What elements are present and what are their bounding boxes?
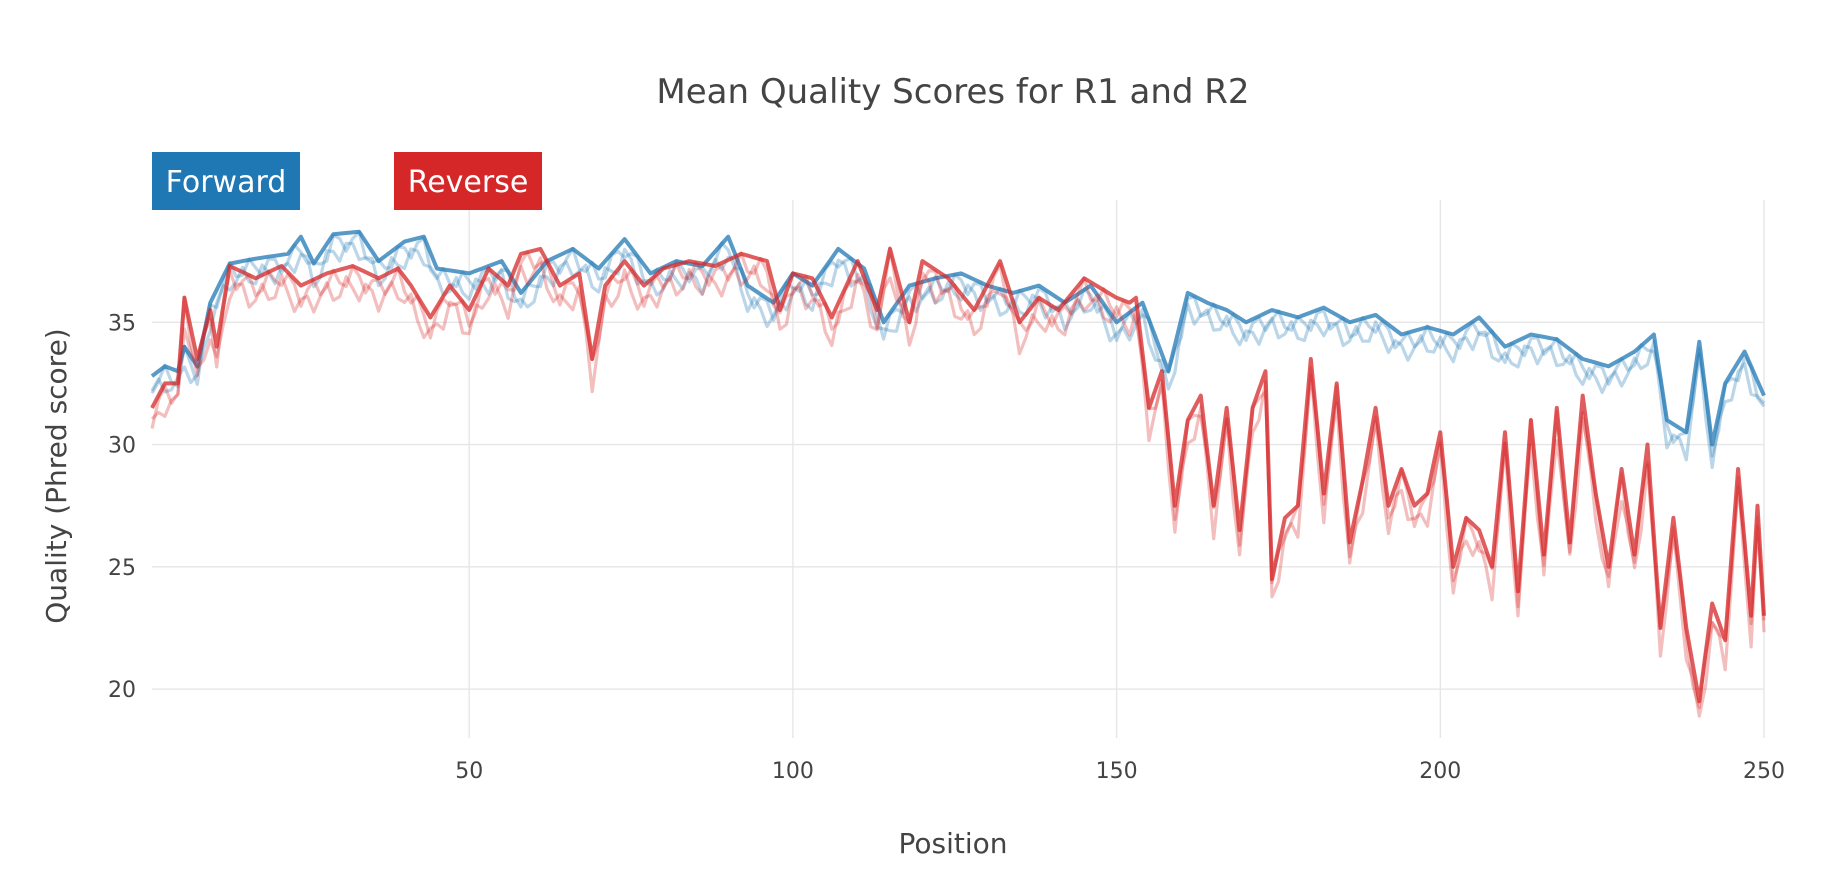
legend-item-reverse[interactable]: Reverse [394, 152, 542, 210]
x-tick-label-250: 250 [1743, 759, 1785, 784]
reverse-trace-2 [150, 256, 1766, 718]
chart-title: Mean Quality Scores for R1 and R2 [656, 72, 1249, 112]
reverse-trace-0 [150, 246, 1766, 704]
forward-trace-1 [150, 230, 1766, 458]
chart-traces [150, 229, 1766, 718]
x-axis-label: Position [898, 827, 1007, 860]
y-tick-label-30: 30 [108, 434, 136, 459]
x-tick-label-150: 150 [1096, 759, 1138, 784]
y-axis-label: Quality (Phred score) [40, 328, 73, 623]
legend-reverse-label: Reverse [408, 165, 529, 200]
forward-trace-0 [150, 229, 1766, 447]
legend-forward-swatch [152, 152, 300, 210]
legend-item-forward[interactable]: Forward [152, 152, 300, 210]
chart-grid [152, 200, 1765, 738]
x-tick-label-100: 100 [772, 759, 814, 784]
y-axis-ticks: 20 25 30 35 [108, 311, 136, 703]
legend-reverse-swatch [394, 152, 542, 210]
legend-forward-label: Forward [166, 165, 287, 200]
x-tick-label-50: 50 [455, 759, 483, 784]
y-tick-label-35: 35 [108, 311, 136, 336]
x-tick-label-200: 200 [1419, 759, 1461, 784]
x-axis-ticks: 50 100 150 200 250 [455, 759, 1785, 784]
y-tick-label-25: 25 [108, 556, 136, 581]
y-tick-label-20: 20 [108, 678, 136, 703]
forward-trace-2 [150, 241, 1766, 470]
